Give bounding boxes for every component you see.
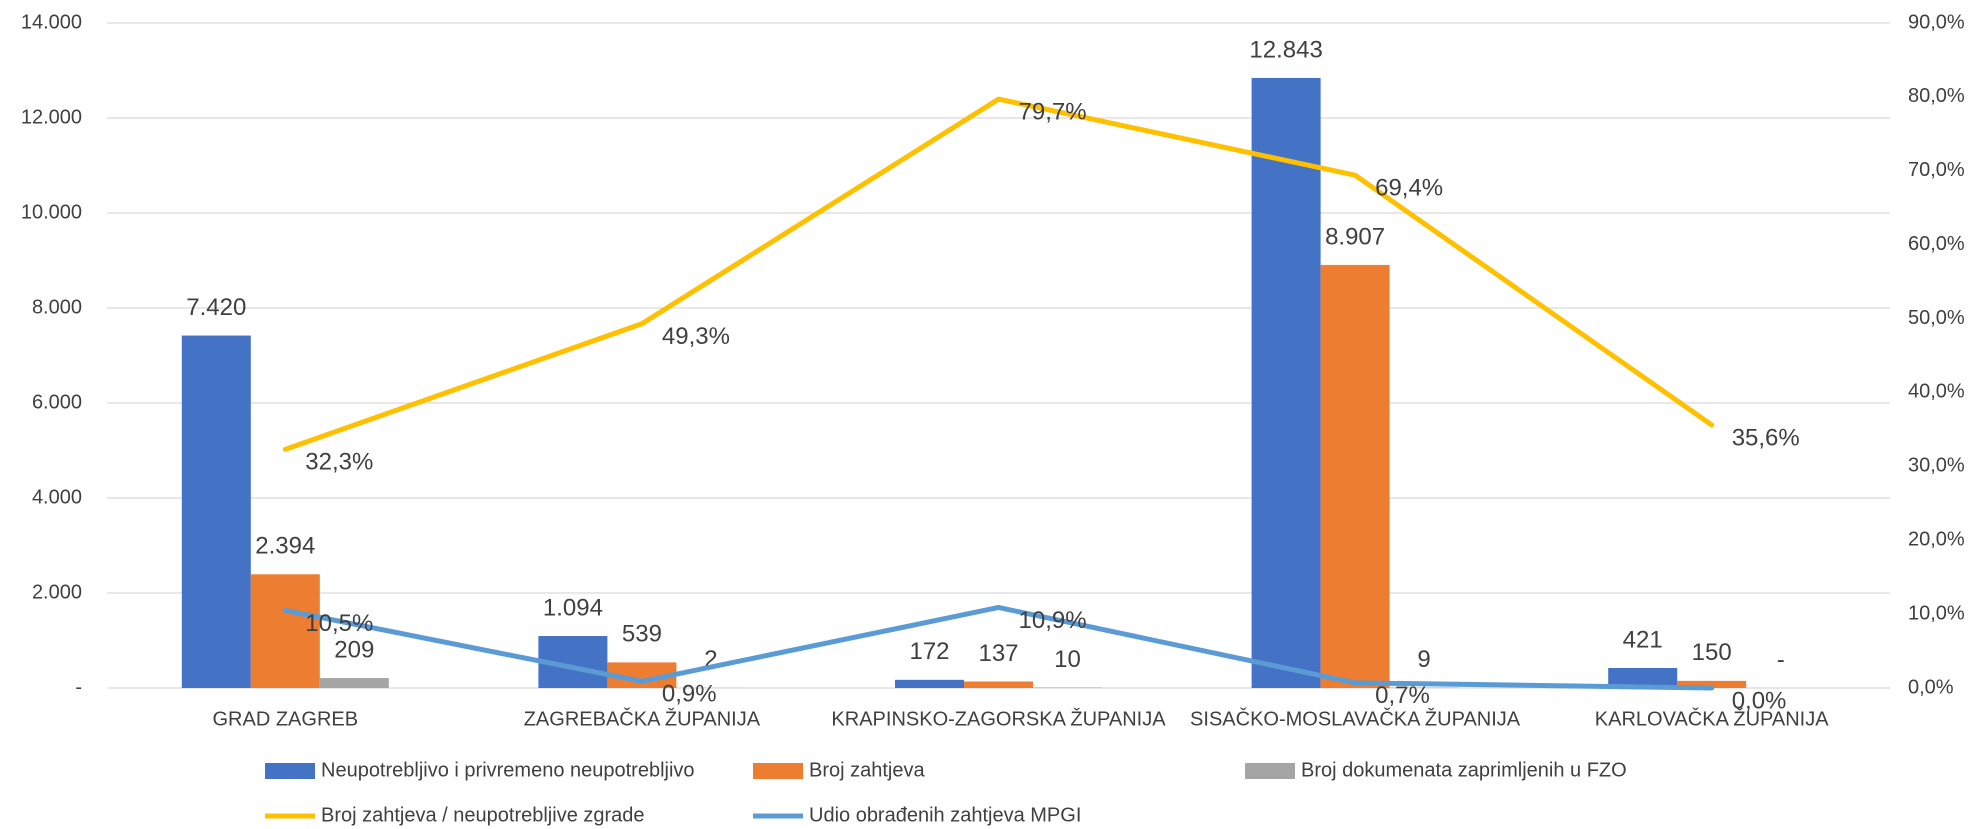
data-label: -	[1777, 646, 1785, 673]
y2-tick-label: 0,0%	[1908, 676, 1954, 698]
data-label: 69,4%	[1375, 175, 1443, 202]
y-tick-label: 2.000	[32, 581, 82, 603]
y-tick-label: 14.000	[21, 11, 82, 33]
y-tick-label: -	[75, 676, 82, 698]
data-label: 0,7%	[1375, 682, 1430, 709]
bar	[1251, 77, 1321, 688]
y2-tick-label: 10,0%	[1908, 602, 1965, 624]
bar	[319, 678, 389, 688]
data-label: 0,9%	[662, 681, 717, 708]
y2-tick-label: 50,0%	[1908, 307, 1965, 329]
data-label: 7.420	[186, 294, 246, 321]
data-label: 209	[334, 636, 374, 663]
y2-tick-label: 30,0%	[1908, 455, 1965, 477]
data-label: 1.094	[543, 594, 603, 621]
legend-label: Broj zahtjeva / neupotrebljive zgrade	[321, 804, 645, 826]
bar	[250, 574, 320, 688]
y-tick-label: 8.000	[32, 296, 82, 318]
data-label: 12.843	[1249, 36, 1322, 63]
legend-label: Udio obrađenih zahtjeva MPGI	[809, 804, 1081, 826]
data-label: 150	[1692, 639, 1732, 666]
data-label: 172	[909, 638, 949, 665]
data-label: 32,3%	[305, 449, 373, 476]
y-tick-label: 6.000	[32, 391, 82, 413]
legend-label: Broj dokumenata zaprimljenih u FZO	[1301, 759, 1627, 781]
legend-label: Broj zahtjeva	[809, 759, 925, 781]
data-label: 10	[1054, 646, 1081, 673]
y2-tick-label: 80,0%	[1908, 85, 1965, 107]
data-label: 49,3%	[662, 323, 730, 350]
data-label: 421	[1623, 626, 1663, 653]
y2-tick-label: 90,0%	[1908, 11, 1965, 33]
x-tick-label: GRAD ZAGREB	[213, 708, 359, 730]
bar	[181, 335, 251, 688]
y2-tick-label: 40,0%	[1908, 381, 1965, 403]
x-tick-label: KRAPINSKO-ZAGORSKA ŽUPANIJA	[831, 707, 1166, 730]
data-label: 137	[978, 640, 1018, 667]
data-label: 8.907	[1325, 223, 1385, 250]
x-tick-label: KARLOVAČKA ŽUPANIJA	[1595, 707, 1829, 730]
bar	[895, 679, 964, 688]
y-tick-label: 10.000	[21, 201, 82, 223]
bar	[1608, 668, 1678, 688]
bar	[1677, 680, 1747, 688]
data-label: 539	[622, 621, 662, 648]
y-tick-label: 12.000	[21, 106, 82, 128]
x-tick-label: ZAGREBAČKA ŽUPANIJA	[524, 707, 761, 730]
bar	[964, 681, 1033, 688]
legend-swatch	[753, 763, 803, 779]
line	[282, 96, 1715, 452]
legend-swatch	[265, 763, 315, 779]
line	[282, 604, 1715, 691]
x-tick-label: SISAČKO-MOSLAVAČKA ŽUPANIJA	[1190, 707, 1521, 730]
y2-tick-label: 20,0%	[1908, 529, 1965, 551]
data-label: 10,9%	[1019, 607, 1087, 634]
data-label: 2.394	[255, 533, 315, 560]
y2-tick-label: 60,0%	[1908, 233, 1965, 255]
y2-tick-label: 70,0%	[1908, 159, 1965, 181]
bar	[1320, 264, 1390, 688]
data-label: 0,0%	[1732, 687, 1787, 714]
y-tick-label: 4.000	[32, 486, 82, 508]
data-label: 79,7%	[1019, 98, 1087, 125]
legend-swatch	[1245, 763, 1295, 779]
data-label: 35,6%	[1732, 424, 1800, 451]
legend-label: Neupotrebljivo i privremeno neupotreblji…	[321, 759, 695, 781]
data-label: 10,5%	[305, 610, 373, 637]
data-label: 9	[1417, 646, 1430, 673]
